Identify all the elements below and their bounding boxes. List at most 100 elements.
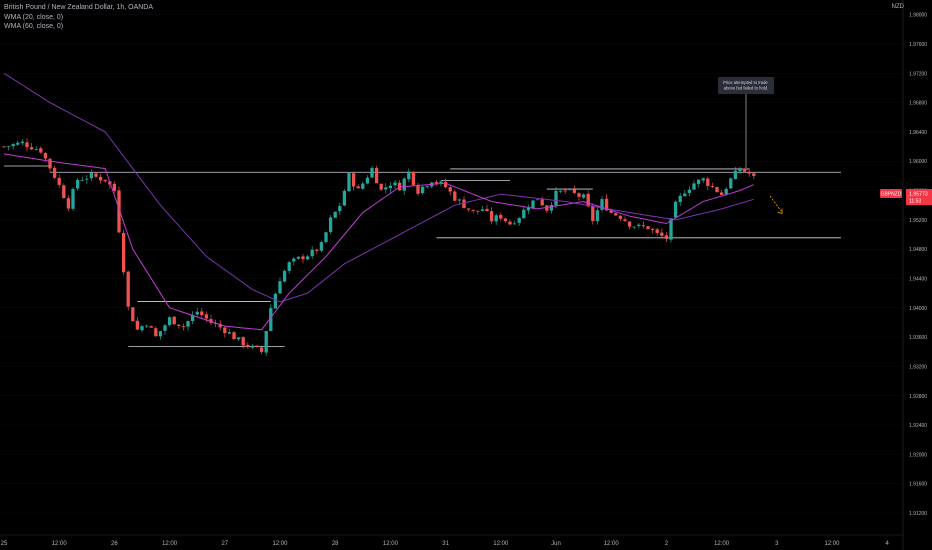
candle-body: [752, 173, 756, 176]
price-tick-label: 1.91200: [909, 511, 927, 517]
candle-body: [218, 323, 222, 328]
time-tick-label: 12:00: [272, 541, 288, 547]
candle-body: [457, 199, 462, 201]
candle-body: [43, 152, 48, 159]
candle-body: [57, 177, 61, 185]
price-tick-label: 1.95200: [909, 218, 927, 224]
candle-body: [269, 308, 273, 331]
price-tick-label: 1.98000: [909, 13, 927, 19]
price-axis[interactable]: 1.98000 1.97600 1.97200 1.96800 1.96400 1.960…: [902, 0, 927, 550]
candle-body: [655, 229, 659, 233]
candle-body: [117, 190, 121, 233]
time-tick-label: 12:00: [383, 541, 399, 547]
wma-20-line: [3, 153, 754, 331]
candle-body: [223, 327, 227, 334]
candle-body: [163, 325, 167, 331]
candle-body: [471, 209, 475, 211]
time-tick-label: 12:00: [824, 541, 840, 547]
price-tick-label: 1.92000: [909, 452, 927, 458]
time-axis[interactable]: 25 12:00 26 12:00 27 12:00 28 12:00 31 12:00 Jun 12…: [0, 534, 903, 547]
candle-body: [747, 171, 751, 174]
candle-body: [328, 217, 333, 232]
candle-body: [591, 206, 595, 221]
candle-body: [195, 311, 199, 315]
candle-body: [604, 198, 609, 211]
time-tick-label: 25: [1, 541, 8, 547]
candlesticks: [2, 138, 756, 356]
candle-body: [517, 218, 521, 223]
candle-body: [420, 186, 425, 194]
candle-body: [282, 270, 287, 282]
candle-body: [683, 193, 687, 197]
candle-body: [167, 317, 172, 326]
indicator-wma-60[interactable]: WMA (60, close, 0): [4, 23, 64, 30]
candle-body: [595, 210, 600, 222]
candle-body: [66, 198, 71, 209]
candle-body: [692, 183, 696, 190]
candle-body: [20, 141, 25, 144]
candle-body: [39, 148, 43, 153]
candle-body: [531, 200, 535, 209]
candle-body: [696, 179, 701, 184]
chart-legend: British Pound / New Zealand Dollar, 1h, …: [4, 3, 153, 32]
candle-body: [287, 262, 291, 271]
candle-body: [273, 293, 278, 309]
projection-arrow[interactable]: [769, 195, 783, 215]
candle-body: [149, 326, 153, 328]
candle-body: [52, 167, 57, 178]
candle-body: [388, 185, 393, 189]
price-tick-label: 1.92400: [909, 423, 927, 429]
time-tick-label: 3: [775, 541, 779, 547]
candle-body: [112, 183, 117, 191]
callout-text-line-2: above but failed to hold.: [724, 86, 768, 91]
price-tick-label: 1.96800: [909, 101, 927, 107]
chart-grid: [0, 14, 903, 514]
candle-body: [94, 173, 98, 177]
candle-body: [508, 221, 512, 225]
candle-body: [315, 249, 319, 251]
indicator-wma-20[interactable]: WMA (20, close, 0): [4, 13, 64, 21]
candle-body: [453, 191, 457, 201]
candle-body: [85, 178, 89, 180]
candle-body: [466, 208, 471, 210]
candle-body: [738, 169, 742, 172]
candle-body: [181, 326, 186, 327]
candle-body: [342, 190, 347, 206]
candle-body: [29, 147, 34, 150]
candle-body: [568, 188, 572, 190]
candle-body: [62, 185, 66, 199]
candle-body: [476, 210, 480, 212]
candle-body: [89, 172, 94, 179]
candle-body: [71, 189, 75, 209]
candle-body: [241, 337, 245, 346]
candle-body: [586, 193, 590, 207]
candle-body: [246, 344, 250, 348]
candle-body: [351, 173, 356, 187]
candle-body: [609, 210, 613, 213]
candle-body: [154, 328, 158, 337]
candle-body: [407, 171, 411, 180]
candle-body: [319, 242, 324, 251]
candle-body: [172, 316, 176, 325]
price-tick-label: 1.93200: [909, 364, 927, 370]
annotation-callout[interactable]: Price attempted to trade above but faile…: [718, 77, 774, 168]
price-tick-label: 1.97200: [909, 71, 927, 77]
candle-body: [236, 337, 241, 340]
symbol-tag: [880, 189, 902, 198]
price-tick-label: 1.91600: [909, 482, 927, 488]
candle-body: [250, 345, 255, 348]
time-tick-label: 12:00: [162, 541, 178, 547]
wma-60-line: [3, 72, 754, 303]
price-tag-value: 1.95773: [909, 192, 928, 198]
candle-body: [733, 170, 738, 180]
candle-body: [715, 187, 719, 193]
candle-body: [724, 188, 728, 195]
price-tick-label: 1.97600: [909, 42, 927, 48]
candle-body: [144, 325, 149, 327]
candle-body: [374, 167, 379, 184]
candle-body: [416, 185, 420, 194]
price-tick-label: 1.94800: [909, 247, 927, 253]
price-tick-label: 1.93600: [909, 335, 927, 341]
candle-body: [535, 199, 540, 201]
